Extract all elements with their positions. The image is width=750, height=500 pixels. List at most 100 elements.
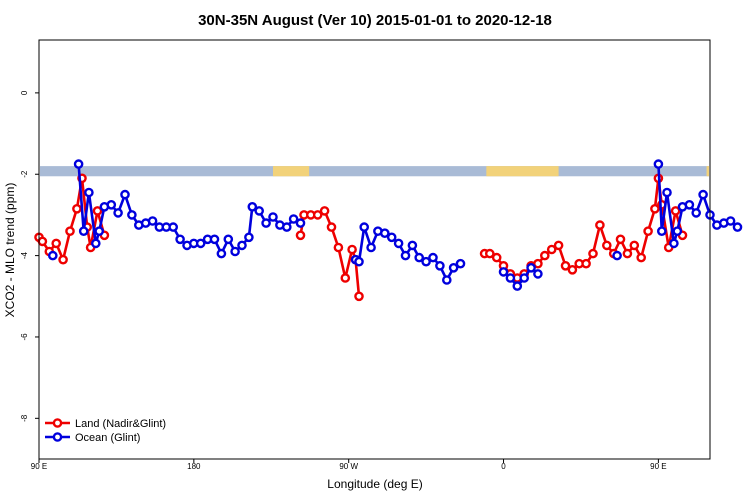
series-1-point-1-26 (244, 232, 254, 243)
series-0-point-2-24 (643, 226, 653, 236)
series-1-point-1-21 (209, 234, 220, 245)
series-0-point-2-11 (553, 240, 564, 251)
series-1-point-1-29 (261, 218, 271, 228)
series-layer (34, 159, 743, 302)
series-0-point-1-5 (326, 222, 337, 232)
series-1-point-2-11 (421, 256, 431, 267)
series-1-point-1-24 (230, 246, 240, 257)
series-0-point-1-7 (340, 273, 351, 283)
series-0-point-0-10 (92, 206, 103, 216)
x-axis-label: Longitude (deg E) (327, 477, 422, 491)
series-1-point-2-13 (435, 260, 445, 271)
series-0-point-2-22 (629, 240, 640, 251)
series-0-point-0-5 (65, 226, 75, 236)
series-0-point-0-1 (37, 236, 48, 247)
series-1-point-1-7 (113, 208, 123, 218)
series-0-point-2-17 (595, 220, 605, 230)
series-1-point-2-16 (455, 258, 466, 269)
series-0-point-0-6 (72, 203, 82, 214)
series-1 (48, 159, 743, 291)
ocean-band (40, 166, 709, 177)
y-tick-label-2: -4 (20, 252, 29, 260)
y-axis-label: XCO2 - MLO trend (ppm) (3, 183, 17, 318)
series-1-point-1-27 (247, 201, 258, 212)
series-0-point-2-15 (581, 258, 591, 269)
series-1-point-5-1 (657, 226, 667, 236)
series-1-point-1-2 (84, 187, 94, 198)
series-1-point-1-12 (147, 216, 158, 226)
series-1-point-5-0 (653, 159, 664, 169)
land-ocean-strip (40, 166, 709, 177)
series-1-point-0-0 (48, 250, 58, 261)
x-tick-label-1: 180 (187, 462, 201, 471)
series-1-point-1-23 (223, 234, 234, 245)
series-0-point-2-1 (484, 248, 495, 259)
series-1-point-5-7 (691, 208, 702, 218)
series-0-point-2-25 (650, 203, 660, 214)
land-band-1 (486, 166, 559, 177)
series-0-point-1-8 (347, 244, 357, 255)
series-1-point-2-10 (414, 252, 425, 263)
y-tick-label-0: 0 (20, 90, 29, 95)
x-axis: 90 E 180 90 W 0 90 E (31, 459, 667, 471)
series-0-point-1-4 (319, 206, 330, 216)
series-1-point-5-2 (662, 187, 672, 198)
series-1-point-2-5 (379, 228, 390, 238)
series-1-point-4-0 (612, 250, 622, 261)
series-1-point-5-13 (732, 222, 743, 232)
legend-label-0: Land (Nadir&Glint) (75, 418, 166, 430)
series-1-point-1-4 (94, 226, 104, 236)
series-0-point-2-8 (533, 258, 543, 269)
series-1-point-3-4 (526, 262, 536, 273)
series-1-point-1-28 (254, 206, 265, 216)
series-1-point-3-3 (519, 273, 530, 283)
series-1-point-1-25 (237, 240, 247, 251)
series-1-point-1-16 (175, 234, 185, 245)
series-0-point-0-3 (51, 238, 62, 249)
legend-marker-1 (52, 432, 63, 442)
series-1-point-2-7 (393, 238, 404, 249)
series-0-point-2-12 (560, 260, 571, 271)
series-1-point-2-9 (407, 240, 418, 251)
series-0-point-0-4 (58, 254, 68, 265)
chart-title: 30N-35N August (Ver 10) 2015-01-01 to 20… (198, 12, 552, 29)
series-0-point-1-3 (312, 210, 323, 220)
series-1-point-2-6 (386, 232, 397, 243)
series-1-point-1-32 (281, 222, 292, 232)
series-0-point-2-13 (567, 264, 578, 275)
legend-marker-0 (52, 418, 63, 428)
series-0-point-2-9 (540, 250, 550, 261)
series-0-point-2-23 (636, 252, 647, 263)
x-tick-label-3: 0 (501, 462, 506, 471)
series-1-point-5-8 (698, 189, 708, 200)
series-1-point-5-6 (684, 199, 695, 210)
y-tick-label-4: -8 (20, 414, 29, 422)
series-1-point-1-15 (168, 222, 178, 232)
series-1-point-2-8 (400, 250, 411, 261)
series-1-point-1-19 (195, 238, 206, 249)
series-1-point-3-0 (498, 267, 509, 277)
legend-label-1: Ocean (Glint) (75, 432, 140, 444)
series-1-point-2-15 (448, 262, 459, 273)
series-1-point-1-6 (106, 199, 117, 210)
plot-frame (38, 39, 711, 460)
series-0 (34, 173, 688, 302)
series-1-point-1-3 (91, 238, 101, 249)
series-1-point-3-2 (512, 281, 523, 291)
series-0-point-2-16 (588, 248, 598, 259)
land-band-0 (272, 166, 310, 177)
x-tick-label-0: 90 E (31, 462, 47, 471)
legend: Land (Nadir&Glint) Ocean (Glint) (45, 418, 166, 444)
series-1-point-1-9 (127, 210, 137, 220)
series-1-point-1-33 (288, 214, 299, 224)
y-tick-label-1: -2 (20, 170, 29, 178)
series-0-point-1-10 (354, 291, 364, 302)
x-tick-label-4: 90 E (650, 462, 666, 471)
series-0-point-2-10 (546, 244, 557, 255)
series-1-point-2-2 (359, 222, 370, 232)
x-tick-label-2: 90 W (339, 462, 358, 471)
series-1-point-5-4 (672, 226, 683, 236)
series-0-point-2-18 (602, 240, 612, 251)
series-1-point-3-5 (533, 269, 543, 279)
